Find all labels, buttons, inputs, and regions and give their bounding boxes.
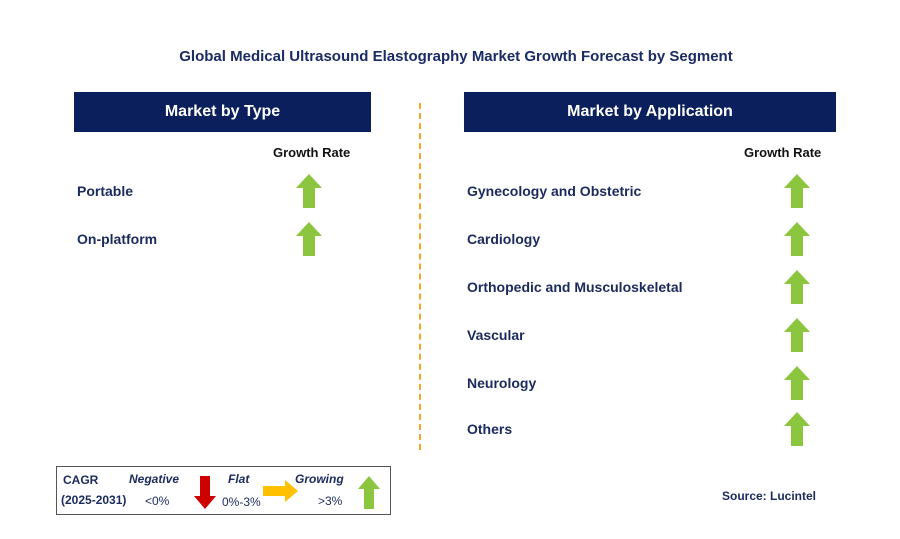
panel-divider — [419, 103, 421, 450]
segment-label: Others — [467, 421, 513, 437]
growth-up-arrow-icon — [784, 318, 810, 352]
growth-up-arrow-icon — [784, 222, 810, 256]
down-arrow-icon — [194, 476, 216, 509]
legend-flat-range: 0%-3% — [222, 495, 261, 509]
growth-up-arrow-icon — [296, 174, 322, 208]
legend-period: (2025-2031) — [61, 493, 127, 507]
application-growth-rate-label: Growth Rate — [744, 145, 822, 160]
segment-label: Gynecology and Obstetric — [467, 183, 642, 199]
growth-up-arrow-icon — [784, 174, 810, 208]
type-panel-header: Market by Type — [74, 92, 371, 132]
growth-up-arrow-icon — [784, 412, 810, 446]
legend-growing-label: Growing — [295, 472, 344, 486]
legend-flat-label: Flat — [228, 472, 250, 486]
cagr-legend: CAGR (2025-2031) Negative <0% Flat 0%-3%… — [56, 466, 391, 515]
source-note: Source: Lucintel — [722, 489, 817, 503]
segment-label: Vascular — [467, 327, 525, 343]
application-panel-header: Market by Application — [464, 92, 836, 132]
legend-cagr-label: CAGR — [63, 473, 99, 487]
growth-up-arrow-icon — [784, 366, 810, 400]
segment-label: Portable — [77, 183, 134, 199]
segment-label: Cardiology — [467, 231, 541, 247]
legend-growing-range: >3% — [318, 494, 343, 508]
growth-up-arrow-icon — [296, 222, 322, 256]
legend-negative-label: Negative — [129, 472, 180, 486]
type-growth-rate-label: Growth Rate — [273, 145, 351, 160]
segment-label: Neurology — [467, 375, 537, 391]
segment-label: On-platform — [77, 231, 158, 247]
right-arrow-icon — [263, 480, 298, 502]
legend-negative-range: <0% — [145, 494, 170, 508]
up-arrow-icon — [358, 476, 380, 509]
growth-up-arrow-icon — [784, 270, 810, 304]
segment-label: Orthopedic and Musculoskeletal — [467, 279, 683, 295]
chart-title: Global Medical Ultrasound Elastography M… — [179, 48, 733, 65]
